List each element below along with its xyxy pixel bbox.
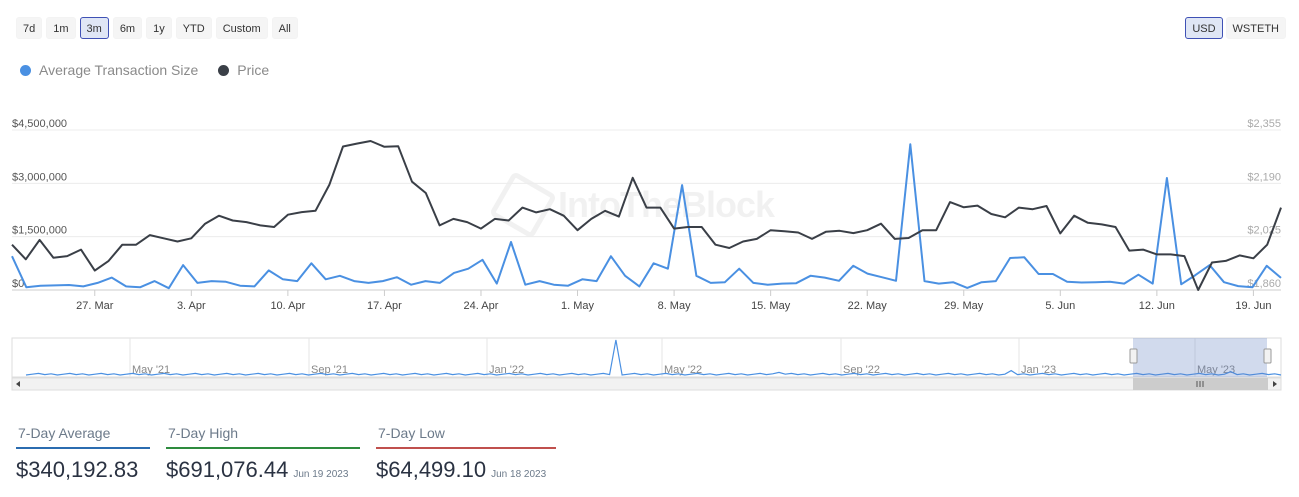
y-right-tick-label: $2,025 [1247, 225, 1281, 237]
x-tick-label: 27. Mar [76, 300, 114, 312]
time-range-selector: 7d 1m 3m 6m 1y YTD Custom All [16, 17, 298, 39]
stat-underline [16, 447, 150, 449]
navigator-label: Jan '23 [1021, 364, 1056, 376]
chart-area: $0 $1,500,000 $3,000,000 $4,500,000 $1,860 $2… [11, 118, 1282, 391]
series-line-avg-transaction-size [11, 143, 1282, 290]
y-right-tick-label: $2,190 [1247, 171, 1281, 183]
x-tick-label: 10. Apr [270, 300, 305, 312]
x-tick-label: 1. May [561, 300, 595, 312]
x-tick-label: 8. May [658, 300, 692, 312]
chart-legend: Average Transaction Size Price [20, 62, 269, 78]
legend-label: Average Transaction Size [39, 62, 199, 78]
y-left-tick-label: $4,500,000 [12, 118, 67, 130]
navigator-series-line [25, 339, 1282, 376]
stat-label: 7-Day High [168, 425, 239, 441]
navigator-label: May '21 [132, 364, 170, 376]
stat-value: $64,499.10 [376, 457, 487, 482]
range-1y-button[interactable]: 1y [146, 17, 172, 39]
range-all-button[interactable]: All [271, 17, 298, 39]
legend-label: Price [237, 62, 270, 78]
currency-selector: USD WSTETH [1185, 17, 1286, 39]
stat-date: Jun 19 2023 [293, 469, 349, 480]
series-line-price [11, 140, 1282, 291]
navigator-label: May '23 [1197, 364, 1235, 376]
navigator-label: Jan '22 [489, 364, 524, 376]
navigator-left-handle [1129, 348, 1138, 364]
y-left-tick-label: $0 [12, 278, 24, 290]
range-3m-button[interactable]: 3m [79, 17, 109, 39]
legend-item-price[interactable]: Price [218, 62, 269, 78]
stat-label: 7-Day Low [378, 425, 445, 441]
navigator-label: Sep '22 [843, 364, 880, 376]
legend-dot-icon [218, 64, 230, 76]
y-right-tick-label: $2,355 [1247, 118, 1281, 130]
y-left-tick-label: $1,500,000 [12, 225, 67, 237]
x-tick-label: 12. Jun [1139, 300, 1175, 312]
currency-usd-button[interactable]: USD [1185, 17, 1223, 39]
range-1m-button[interactable]: 1m [46, 17, 76, 39]
legend-dot-icon [20, 64, 31, 76]
x-tick-label: 24. Apr [464, 300, 499, 312]
x-tick-label: 17. Apr [367, 300, 402, 312]
navigator-right-handle [1263, 348, 1272, 364]
stat-7day-high: 7-Day High $691,076.44 Jun 19 2023 [166, 425, 360, 483]
stat-underline [166, 447, 360, 449]
range-ytd-button[interactable]: YTD [175, 17, 212, 39]
range-custom-button[interactable]: Custom [215, 17, 268, 39]
scroll-left-arrow-icon [16, 381, 20, 387]
legend-item-avg-size[interactable]: Average Transaction Size [20, 62, 198, 78]
navigator-selection [1133, 338, 1267, 377]
stat-underline [376, 447, 556, 449]
x-tick-label: 29. May [944, 300, 984, 312]
navigator-frame [11, 337, 1282, 378]
range-6m-button[interactable]: 6m [112, 17, 143, 39]
scroll-right-arrow-icon [1273, 381, 1277, 387]
range-7d-button[interactable]: 7d [16, 17, 43, 39]
currency-wsteth-button[interactable]: WSTETH [1225, 17, 1286, 39]
stat-value: $691,076.44 [166, 457, 289, 482]
x-tick-label: 19. Jun [1235, 300, 1271, 312]
navigator-label: May '22 [664, 364, 702, 376]
stat-7day-average: 7-Day Average $340,192.83 [16, 425, 150, 483]
stat-label: 7-Day Average [18, 425, 111, 441]
x-tick-label: 22. May [848, 300, 888, 312]
stats-panel: 7-Day Average $340,192.83 7-Day High $69… [16, 425, 556, 483]
stat-date: Jun 18 2023 [491, 469, 547, 480]
x-tick-label: 3. Apr [177, 300, 206, 312]
y-right-tick-label: $1,860 [1247, 278, 1281, 290]
x-tick-label: 15. May [751, 300, 791, 312]
stat-value: $340,192.83 [16, 457, 139, 482]
scrollbar-track [11, 377, 1282, 391]
y-left-tick-label: $3,000,000 [12, 171, 67, 183]
x-tick-label: 5. Jun [1045, 300, 1075, 312]
stat-7day-low: 7-Day Low $64,499.10 Jun 18 2023 [376, 425, 556, 483]
